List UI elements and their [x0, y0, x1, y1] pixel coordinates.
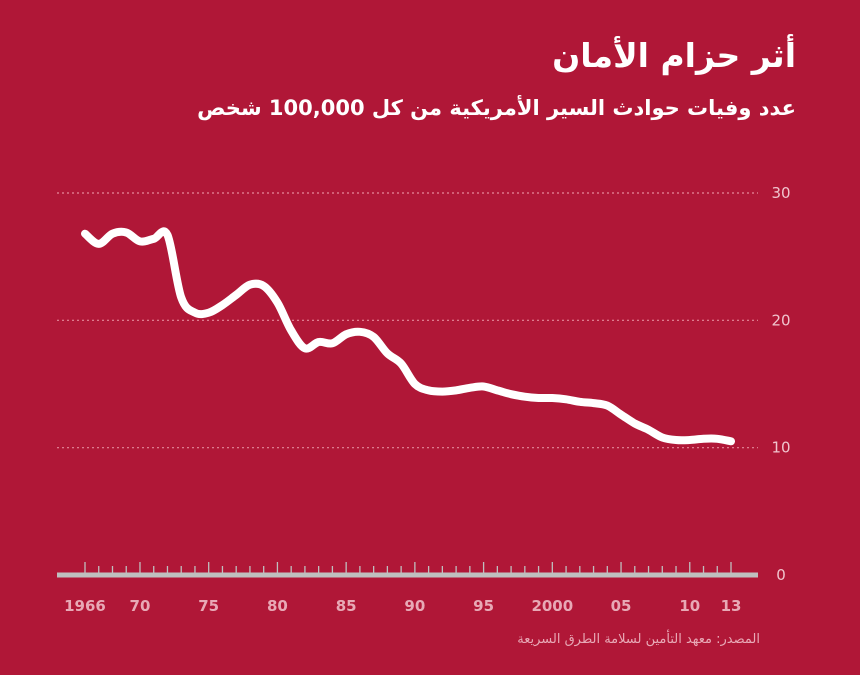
data-point: [398, 360, 405, 367]
data-point: [274, 299, 281, 306]
data-point: [659, 434, 666, 441]
data-point: [549, 395, 556, 402]
x-tick-label: 80: [267, 597, 288, 615]
data-point: [673, 437, 680, 444]
data-point: [453, 387, 460, 394]
data-point: [82, 230, 88, 237]
data-point: [150, 235, 157, 242]
data-point: [645, 426, 652, 433]
data-point: [164, 232, 171, 239]
data-point: [246, 281, 253, 288]
x-tick-label: 2000: [531, 597, 573, 615]
y-axis-labels: 30 20 10 0: [771, 184, 790, 584]
x-tick-label: 05: [611, 597, 632, 615]
data-point: [576, 398, 583, 405]
x-tick-label: 10: [679, 597, 700, 615]
gridlines: [57, 192, 758, 449]
data-point: [136, 238, 143, 245]
y-tick-label: 30: [771, 184, 790, 202]
chart-title: أثر حزام الأمان: [552, 36, 796, 75]
data-point: [494, 387, 501, 394]
data-point: [95, 240, 102, 247]
data-point: [301, 345, 308, 352]
x-tick-label: 75: [198, 597, 219, 615]
data-point: [356, 328, 363, 335]
data-point: [480, 383, 487, 390]
data-point: [315, 338, 322, 345]
data-point: [123, 229, 130, 236]
x-tick-label: 90: [404, 597, 425, 615]
data-point: [288, 327, 295, 334]
data-point: [178, 294, 185, 301]
data-point: [109, 230, 116, 237]
data-point: [466, 384, 473, 391]
data-point: [425, 387, 432, 394]
data-point: [728, 438, 734, 445]
data-point: [411, 381, 418, 387]
x-tick-label: 1966: [64, 597, 106, 615]
data-point: [205, 309, 212, 316]
data-point: [618, 411, 625, 418]
source-note: المصدر: معهد التأمين لسلامة الطرق السريع…: [517, 632, 760, 647]
x-tick-label: 70: [130, 597, 151, 615]
y-tick-label: 0: [776, 566, 786, 584]
data-point: [686, 437, 693, 444]
x-tick-label: 13: [721, 597, 742, 615]
chart-subtitle: عدد وفيات حوادث السير الأمريكية من كل 10…: [197, 96, 796, 120]
x-tick-label: 85: [336, 597, 357, 615]
data-point: [535, 395, 542, 402]
data-point: [191, 309, 198, 316]
data-point: [370, 333, 377, 340]
y-tick-label: 10: [771, 439, 790, 457]
data-point: [343, 331, 350, 338]
data-point: [219, 302, 226, 309]
data-point: [631, 420, 638, 427]
series-line: [81, 227, 735, 446]
data-point: [508, 391, 515, 398]
data-point: [604, 402, 611, 409]
data-point: [590, 400, 597, 407]
y-tick-label: 20: [771, 311, 790, 329]
data-point: [329, 340, 336, 347]
data-point: [233, 291, 240, 298]
x-axis: [57, 562, 758, 578]
series-layer: [81, 227, 735, 446]
data-point: [521, 393, 528, 400]
data-point: [714, 435, 721, 442]
data-point: [563, 396, 570, 403]
x-axis-labels: 1966 70 75 80 85 90 95 2000 05 10 13: [64, 597, 741, 615]
data-point: [384, 350, 391, 357]
data-point: [260, 282, 267, 289]
data-point: [700, 435, 707, 442]
x-tick-label: 95: [473, 597, 494, 615]
data-point: [439, 388, 446, 395]
